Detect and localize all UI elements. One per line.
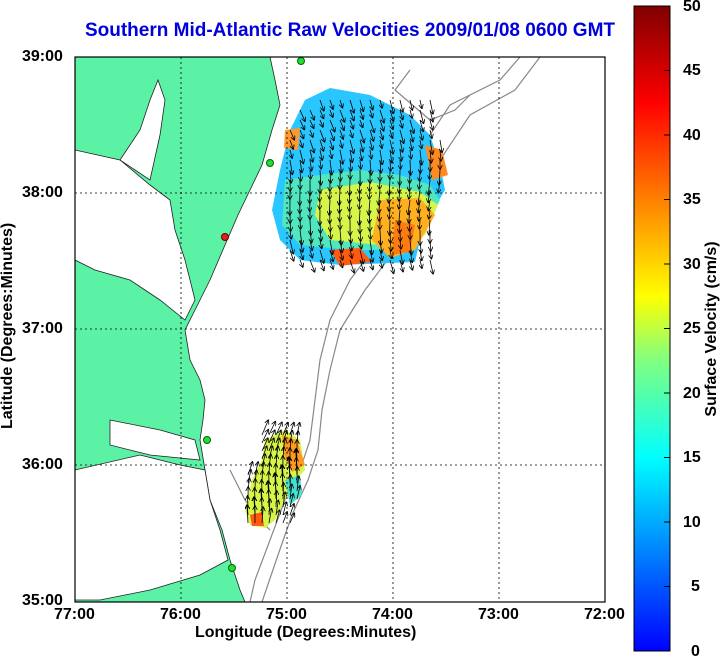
velocity-arrow: [370, 230, 371, 239]
colorbar-tick-label: 25: [683, 320, 701, 338]
colorbar-tick-label: 10: [683, 514, 701, 532]
y-axis-label: Latitude (Degrees:Minutes): [0, 229, 17, 429]
radar-site-marker: [267, 160, 274, 167]
colorbar-tick-label: 5: [691, 578, 700, 596]
velocity-arrow: [275, 482, 276, 499]
colorbar-tick-label: 35: [683, 191, 701, 209]
x-axis-label: Longitude (Degrees:Minutes): [195, 624, 416, 642]
velocity-arrow: [419, 220, 420, 229]
x-tick-label: 73:00: [478, 606, 519, 624]
colorbar-tick-label: 40: [683, 127, 701, 145]
x-tick-label: 74:00: [372, 606, 413, 624]
radar-site-marker: [298, 58, 305, 65]
y-tick-label: 36:00: [22, 456, 63, 474]
radar-site-marker: [229, 565, 236, 572]
y-tick-label: 35:00: [22, 592, 63, 610]
y-tick-label: 38:00: [22, 184, 63, 202]
radar-site-marker: [222, 234, 229, 241]
colorbar-tick-label: 50: [683, 0, 701, 16]
radar-site-marker: [204, 437, 211, 444]
colorbar-tick-label: 30: [683, 256, 701, 274]
colorbar-tick-label: 0: [691, 643, 700, 661]
velocity-arrow: [300, 220, 301, 229]
colorbar-label: Surface Velocity (cm/s): [703, 229, 721, 429]
x-tick-label: 75:00: [266, 606, 307, 624]
colorbar-tick-label: 20: [683, 385, 701, 403]
y-tick-label: 37:00: [22, 320, 63, 338]
y-tick-label: 39:00: [22, 48, 63, 66]
colorbar-tick-label: 45: [683, 62, 701, 80]
x-tick-label: 72:00: [584, 606, 625, 624]
velocity-arrow: [409, 220, 410, 231]
velocity-arrow: [379, 180, 380, 189]
colorbar-tick-label: 15: [683, 449, 701, 467]
x-tick-label: 76:00: [160, 606, 201, 624]
